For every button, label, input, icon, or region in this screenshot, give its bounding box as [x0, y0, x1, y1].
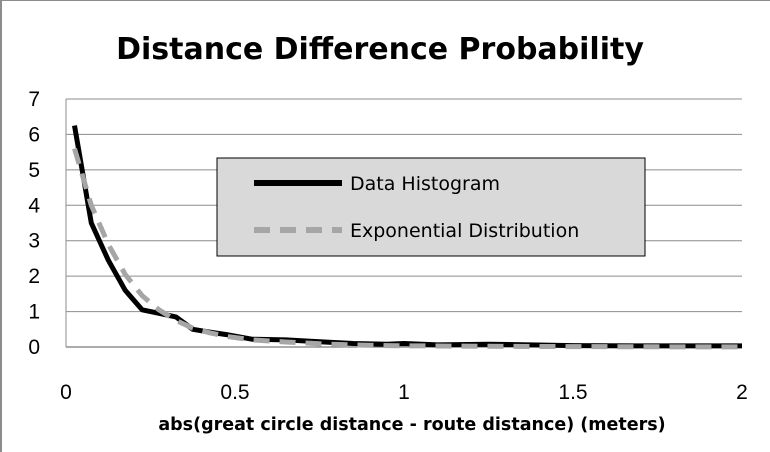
x-tick-label: 0 — [60, 381, 72, 404]
x-tick-label: 1 — [398, 381, 410, 404]
y-axis-ticks: 0 1 2 3 4 5 6 7 — [28, 88, 40, 359]
y-tick-label: 3 — [28, 230, 40, 253]
y-tick-label: 1 — [28, 301, 40, 324]
y-tick-label: 5 — [28, 159, 40, 182]
y-tick-label: 2 — [28, 265, 40, 288]
x-tick-label: 0.5 — [220, 381, 249, 404]
legend-box — [216, 157, 646, 257]
x-tick-label: 2 — [736, 381, 748, 404]
series-layer — [72, 125, 743, 350]
y-tick-label: 0 — [28, 336, 40, 359]
legend-label-exponential-distribution: Exponential Distribution — [350, 220, 579, 242]
x-axis-label: abs(great circle distance - route distan… — [158, 415, 665, 435]
x-tick-label: 1.5 — [558, 381, 587, 404]
y-tick-label: 6 — [28, 123, 40, 146]
chart-title: Distance Difference Probability — [116, 32, 644, 67]
series-line-exponential-distribution — [72, 147, 743, 350]
legend-label-data-histogram: Data Histogram — [350, 173, 500, 195]
y-tick-label: 4 — [28, 194, 40, 217]
y-tick-label: 7 — [28, 88, 40, 111]
legend: Data Histogram Exponential Distribution — [216, 157, 646, 257]
x-axis-ticks: 0 0.5 1 1.5 2 — [60, 381, 748, 404]
